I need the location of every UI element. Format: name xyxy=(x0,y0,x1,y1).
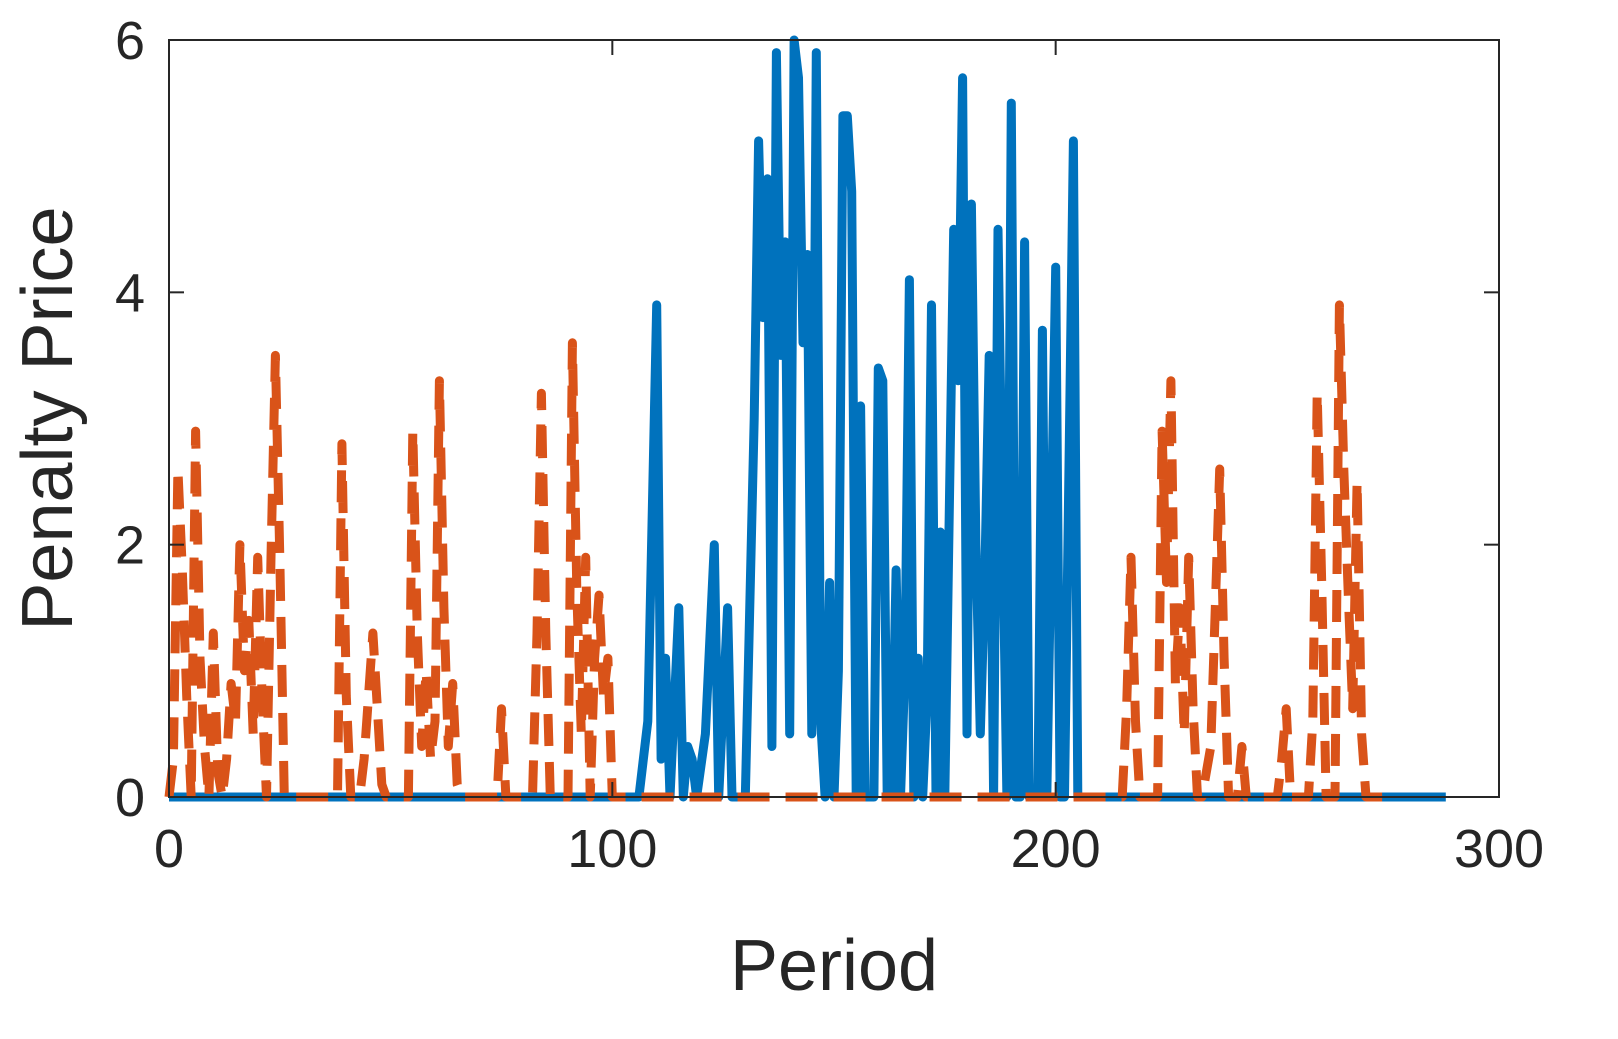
y-tick-label: 2 xyxy=(115,516,145,576)
y-tick-label: 0 xyxy=(115,768,145,828)
x-tick-label: 300 xyxy=(1454,819,1544,879)
y-tick-label: 4 xyxy=(115,263,145,323)
x-tick-label: 0 xyxy=(154,819,184,879)
series-line-2 xyxy=(164,300,1384,802)
x-tick-label: 200 xyxy=(1011,819,1101,879)
x-axis-label: Period xyxy=(730,926,938,1006)
axes-layer xyxy=(168,39,1500,798)
ticks-layer: 0 100 200 300 0 2 4 6 xyxy=(115,11,1544,879)
y-axis-label: Penalty Price xyxy=(8,206,88,630)
x-tick-label: 100 xyxy=(567,819,657,879)
y-tick-label: 6 xyxy=(115,11,145,71)
axes-box xyxy=(168,39,1500,798)
